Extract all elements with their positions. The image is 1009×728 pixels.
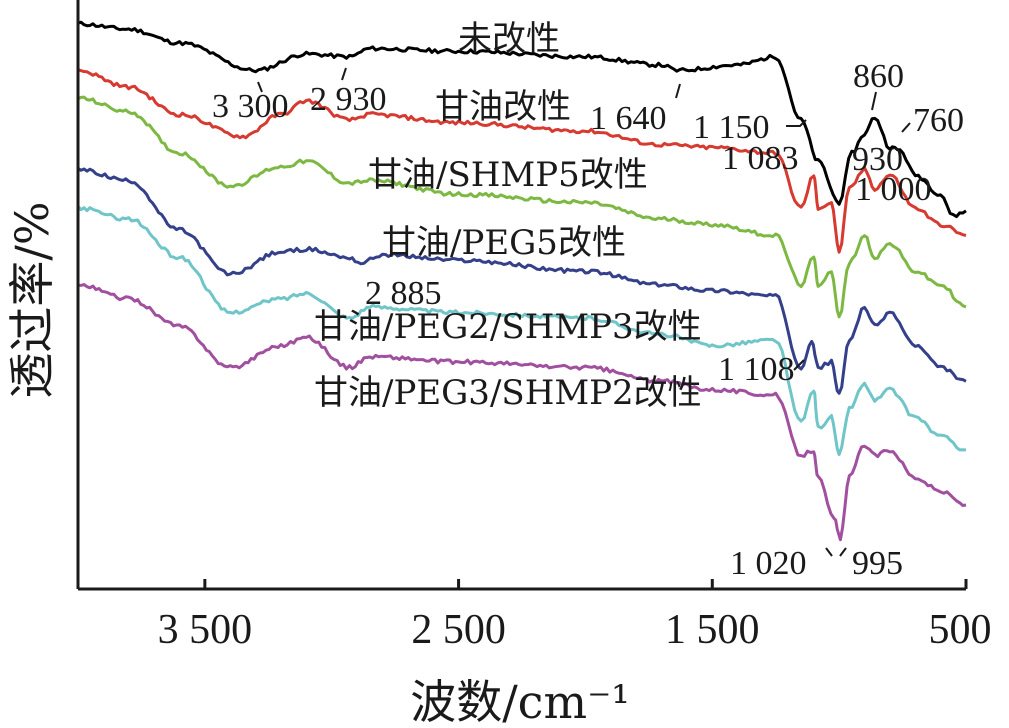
annotation-leaders [257,67,911,557]
peak-label-995: 995 [852,545,903,582]
x-tick-label-2500: 2 500 [411,607,506,653]
x-tick-label-1500: 1 500 [665,607,760,653]
peak-label-1150: 1 150 [693,109,770,146]
leader-2930 [341,67,347,81]
peak-label-1020: 1 020 [730,545,807,582]
leader-1108 [793,359,805,371]
series-line-5 [76,205,967,456]
leader-1020 [825,547,833,557]
peak-label-1640: 1 640 [590,100,667,137]
series-line-2 [77,68,967,254]
series-label-glycerol-peg5: 甘油/PEG5改性 [382,223,626,263]
leader-760 [901,122,911,133]
peak-label-1000: 1 000 [855,171,932,208]
series-label-glycerol-peg2-shmp3: 甘油/PEG2/SHMP3改性 [314,307,702,347]
peak-label-1108: 1 108 [718,351,795,388]
series-label-glycerol-peg3-shmp2: 甘油/PEG3/SHMP2改性 [314,373,702,413]
series-line-6 [78,283,967,542]
x-tick-label-3500: 3 500 [158,607,253,653]
peak-label-760: 760 [913,102,964,139]
x-tick-label-500: 500 [929,607,992,653]
x-axis-title: 波数/cm⁻¹ [410,675,630,728]
peak-label-930: 930 [852,141,903,178]
leader-3300 [257,81,263,93]
y-axis-title: 透过率/% [5,201,59,398]
series-line-1 [77,20,967,219]
peak-label-2930: 2 930 [310,81,387,118]
peak-label-3300: 3 300 [212,88,289,125]
series-label-glycerol-shmp5: 甘油/SHMP5改性 [368,155,648,195]
series-line-3 [77,95,967,319]
leader-1150 [786,119,807,127]
peak-label-1083: 1 083 [722,140,799,177]
series-line-4 [77,167,967,395]
leader-1640 [675,83,681,99]
peak-label-2885: 2 885 [365,275,442,312]
peak-label-860: 860 [853,58,904,95]
series-label-glycerol: 甘油改性 [435,87,571,127]
leader-860 [871,91,877,111]
leader-995 [839,547,847,557]
series-label-unmodified: 未改性 [458,19,560,59]
series-layer [76,20,967,542]
tick-layer: 3 500 2 500 1 500 500 [158,579,992,653]
